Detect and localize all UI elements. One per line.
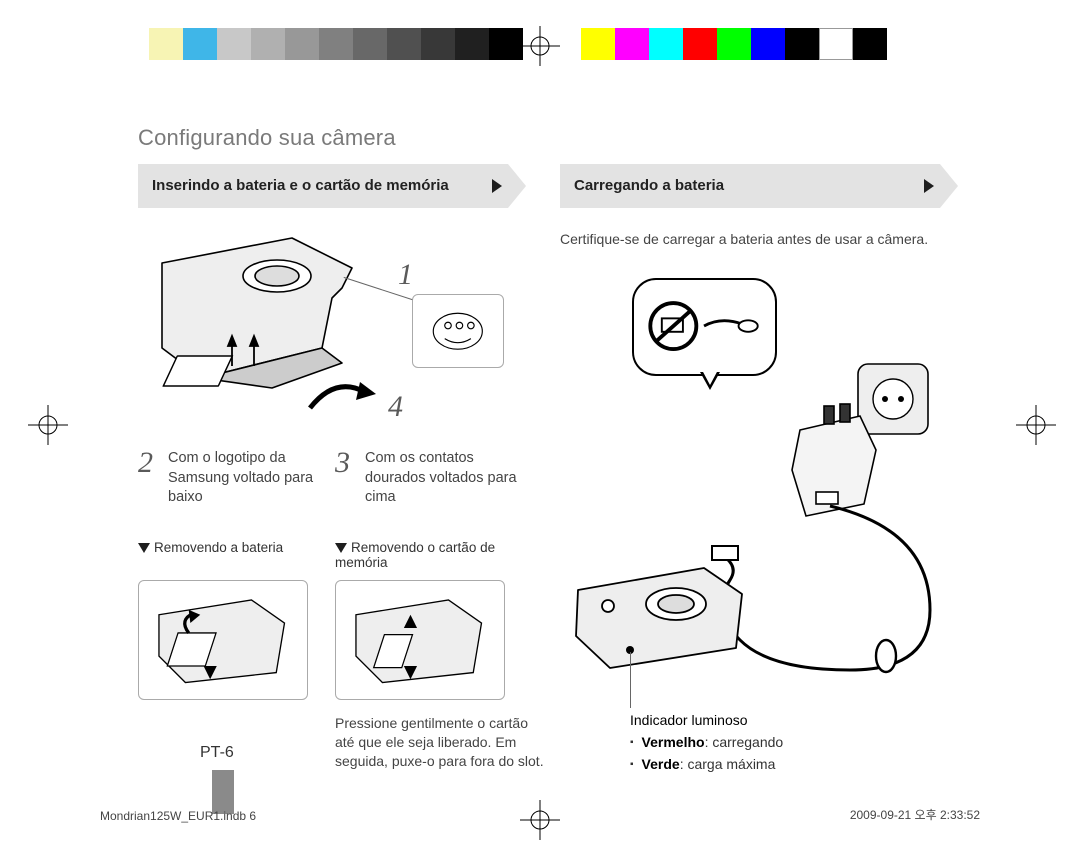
sub-remove-card: Removendo o cartão de memória	[335, 540, 525, 570]
page-tab	[212, 770, 234, 814]
card-release-note: Pressione gentilmente o cartão até que e…	[335, 714, 545, 771]
step-number-3: 3	[335, 446, 350, 480]
green-text: : carga máxima	[680, 756, 776, 772]
step-number-1: 1	[398, 258, 413, 292]
page-title: Configurando sua câmera	[138, 125, 396, 151]
indicator-green: Verde: carga máxima	[630, 754, 783, 776]
indicator-red: Vermelho: carregando	[630, 732, 783, 754]
red-text: : carregando	[705, 734, 784, 750]
charge-intro-text: Certifique-se de carregar a bateria ante…	[560, 230, 940, 249]
section-banner-charge: Carregando a bateria	[560, 164, 940, 208]
indicator-heading: Indicador luminoso	[630, 712, 748, 728]
bubble-pointer-fill	[702, 370, 718, 385]
red-label: Vermelho	[642, 734, 705, 750]
do-not-plug-warning	[632, 278, 777, 376]
registration-mark-icon	[520, 26, 560, 66]
color-bar-left	[115, 28, 887, 60]
play-icon	[492, 179, 502, 193]
section-banner-insert: Inserindo a bateria e o cartão de memóri…	[138, 164, 508, 208]
indicator-list: Vermelho: carregando Verde: carga máxima	[630, 732, 783, 775]
play-icon	[924, 179, 934, 193]
sub-remove-battery: Removendo a bateria	[138, 540, 283, 555]
leader-line	[630, 652, 631, 708]
step-number-2: 2	[138, 446, 153, 480]
footer-file: Mondrian125W_EUR1.indb 6	[100, 809, 256, 823]
banner-label: Carregando a bateria	[574, 177, 724, 196]
banner-arrow-icon	[508, 164, 526, 208]
registration-mark-icon	[1016, 405, 1056, 445]
remove-battery-illustration	[138, 580, 308, 700]
page-number: PT-6	[200, 744, 234, 762]
close-door-arrow-icon	[300, 368, 380, 428]
triangle-down-icon	[335, 543, 347, 553]
registration-mark-icon	[28, 405, 68, 445]
step-3-text: Com os contatos dourados voltados para c…	[365, 449, 525, 508]
sub-battery-text: Removendo a bateria	[154, 540, 283, 555]
triangle-down-icon	[138, 543, 150, 553]
remove-card-illustration	[335, 580, 505, 700]
green-label: Verde	[642, 756, 680, 772]
footer-date: 2009-09-21 오후 2:33:52	[850, 806, 980, 823]
banner-arrow-icon	[940, 164, 958, 208]
step1-callout-illustration	[412, 294, 504, 368]
camera-charging-illustration	[564, 554, 754, 674]
step-2-text: Com o logotipo da Samsung voltado para b…	[168, 449, 323, 508]
sub-card-text: Removendo o cartão de memória	[335, 540, 495, 570]
banner-label: Inserindo a bateria e o cartão de memóri…	[152, 177, 449, 196]
registration-mark-icon	[520, 800, 560, 840]
step-number-4: 4	[388, 390, 403, 424]
